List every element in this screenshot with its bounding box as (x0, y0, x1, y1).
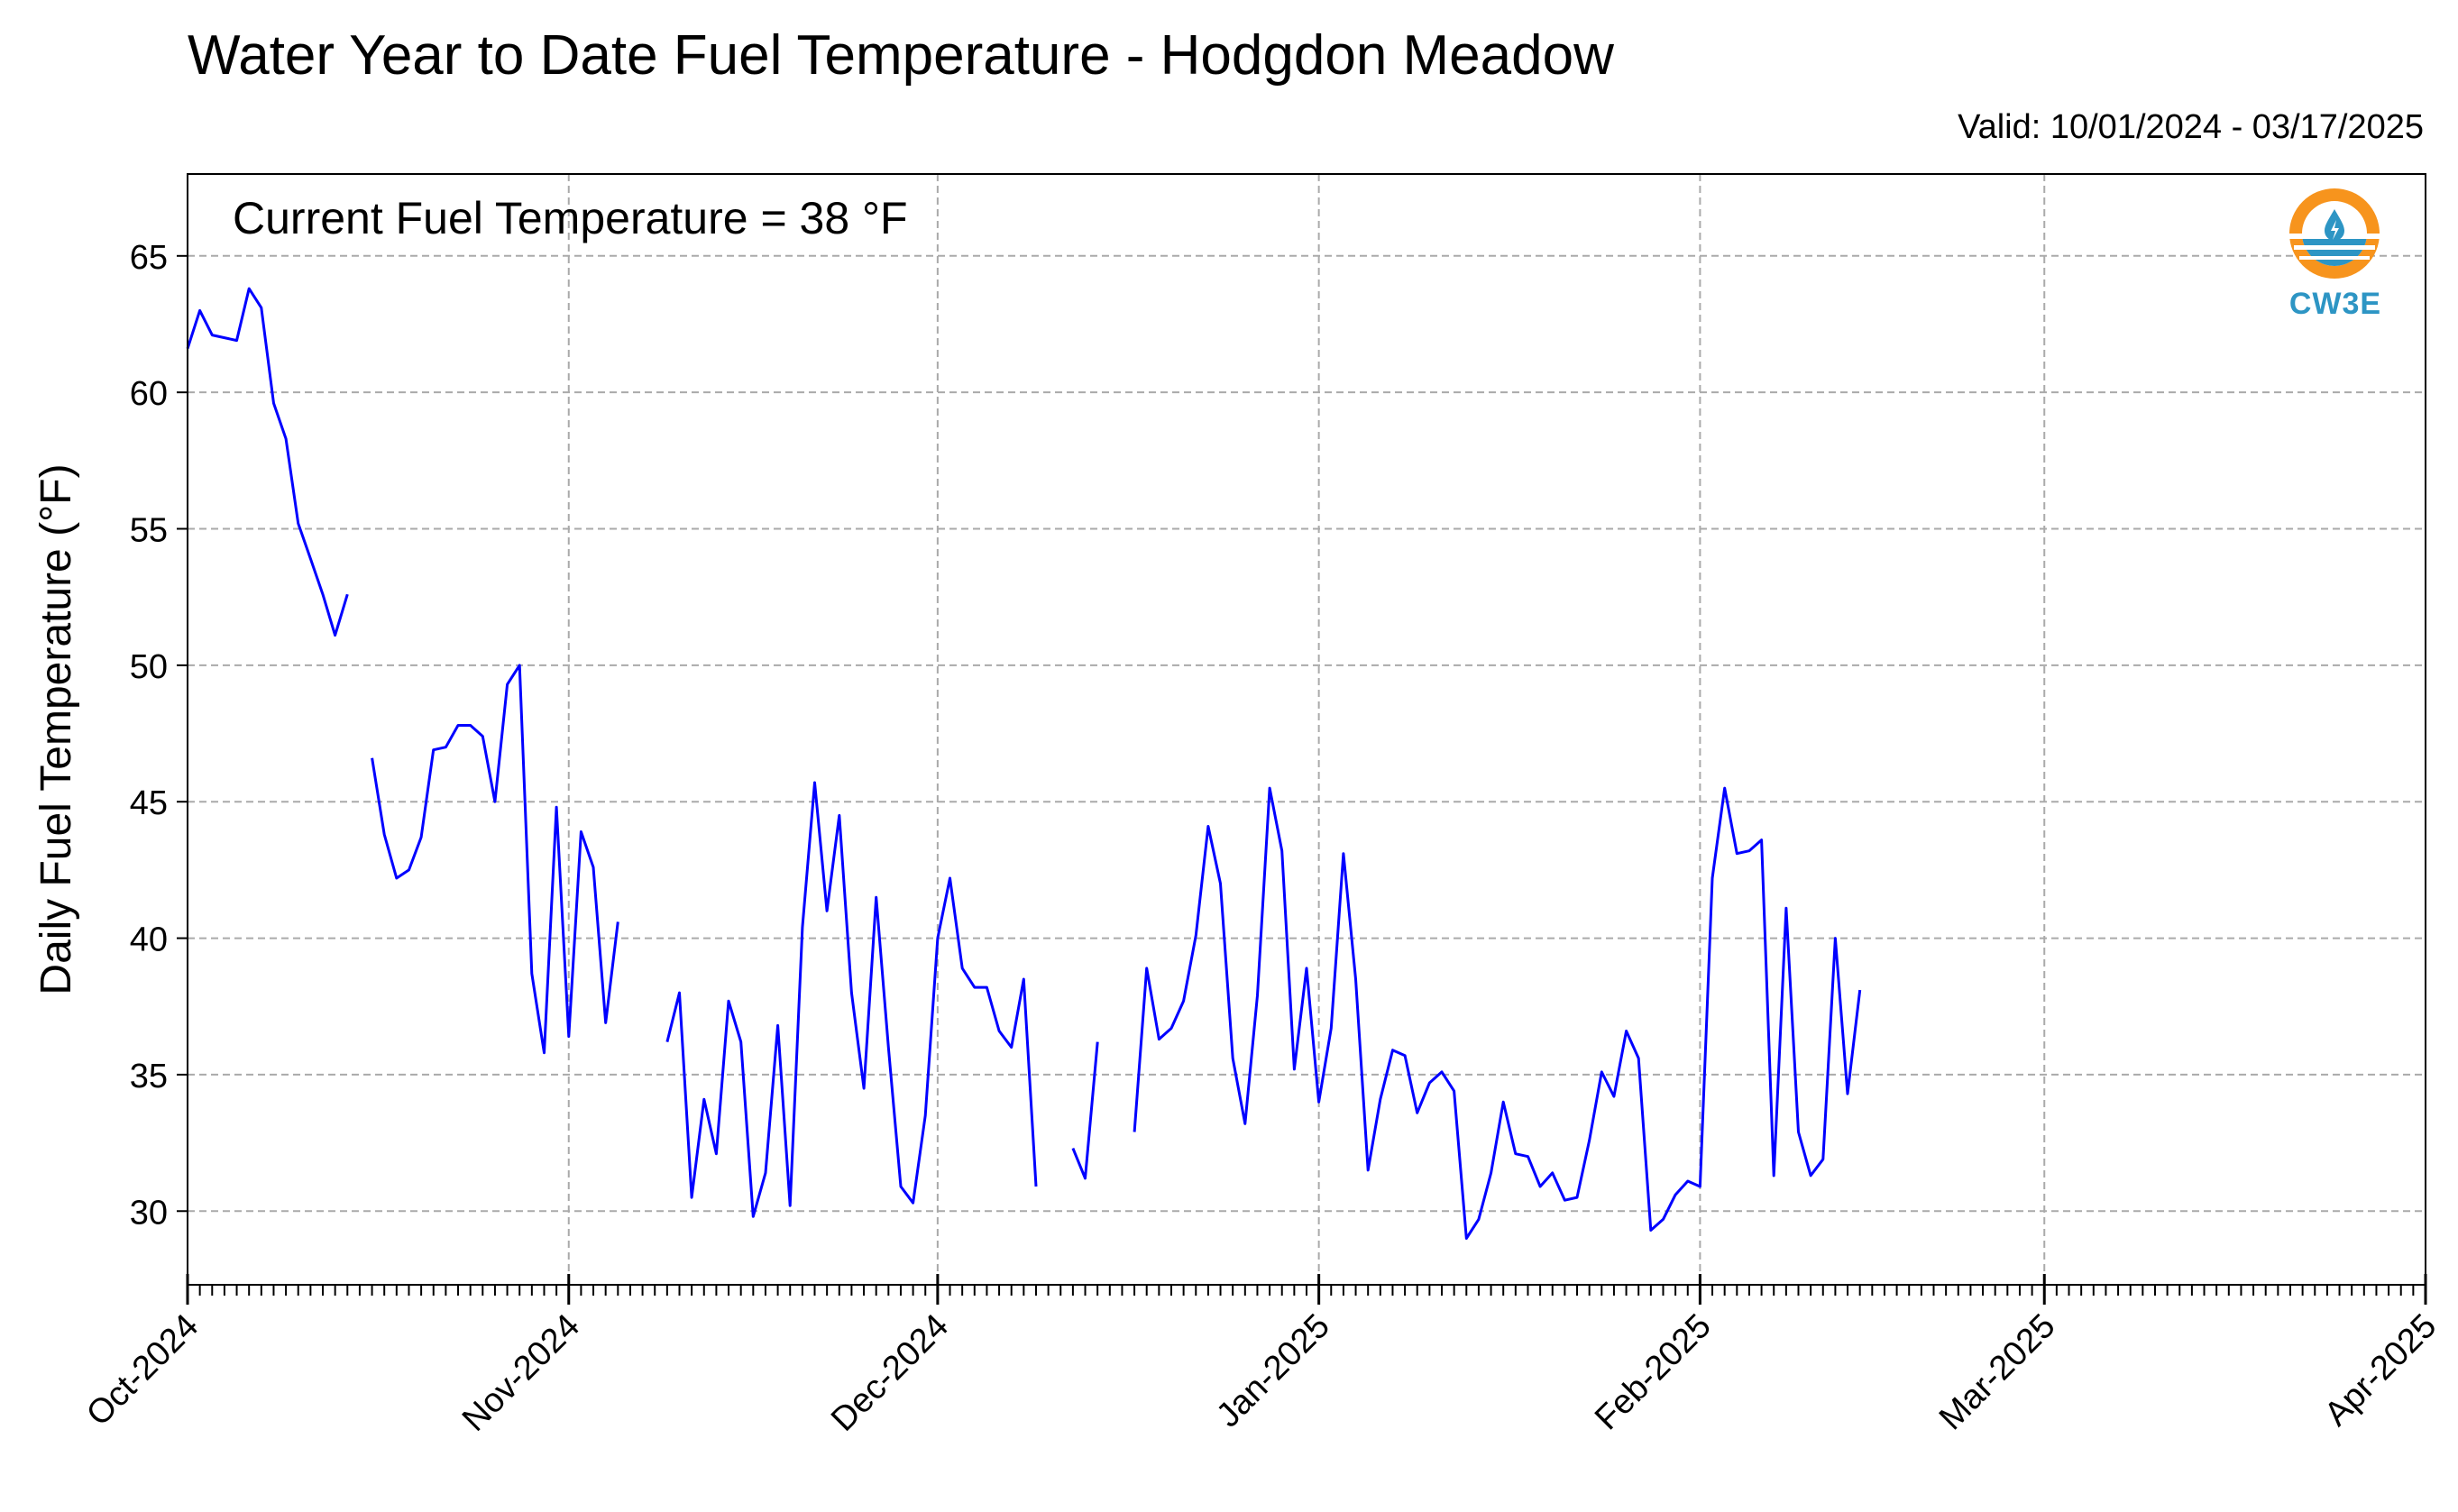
temperature-series-segment (186, 287, 349, 637)
temperature-series-segment (665, 781, 1038, 1218)
grid-lines (188, 174, 2426, 1285)
temperature-series-segment (1071, 1041, 1099, 1180)
y-tick-label: 45 (130, 784, 168, 822)
x-tick-label: Nov-2024 (455, 1307, 587, 1439)
temperature-series-segment (1133, 786, 1862, 1240)
valid-date-range: Valid: 10/01/2024 - 03/17/2025 (1958, 108, 2424, 146)
y-axis-label: Daily Fuel Temperature (°F) (32, 463, 80, 994)
y-tick-label: 35 (130, 1058, 168, 1095)
tick-labels: 30 35 40 45 50 55 60 65 Oct-2024 Nov-2024 Dec-2024… (79, 239, 2444, 1439)
y-tick-label: 60 (130, 375, 168, 413)
cw3e-logo-text: CW3E (2288, 287, 2382, 321)
y-tick-label: 40 (130, 921, 168, 959)
y-tick-label: 55 (130, 512, 168, 550)
x-tick-label: Dec-2024 (824, 1307, 956, 1439)
y-tick-label: 30 (130, 1194, 168, 1232)
temperature-series-segment (371, 664, 619, 1055)
cw3e-logo (2274, 186, 2400, 330)
axis-ticks (177, 254, 2427, 1305)
y-tick-label: 65 (130, 239, 168, 277)
current-temperature-annotation: Current Fuel Temperature = 38 °F (233, 193, 908, 243)
x-tick-label: Jan-2025 (1209, 1307, 1337, 1435)
x-tick-label: Oct-2024 (79, 1307, 206, 1434)
x-tick-label: Apr-2025 (2317, 1307, 2444, 1434)
cw3e-logo-icon (2289, 188, 2380, 279)
y-tick-label: 50 (130, 648, 168, 686)
x-tick-label: Feb-2025 (1588, 1307, 1719, 1438)
series-line (186, 287, 1862, 1240)
chart-title: Water Year to Date Fuel Temperature - Ho… (188, 24, 1614, 87)
x-tick-label: Mar-2025 (1932, 1307, 2063, 1438)
